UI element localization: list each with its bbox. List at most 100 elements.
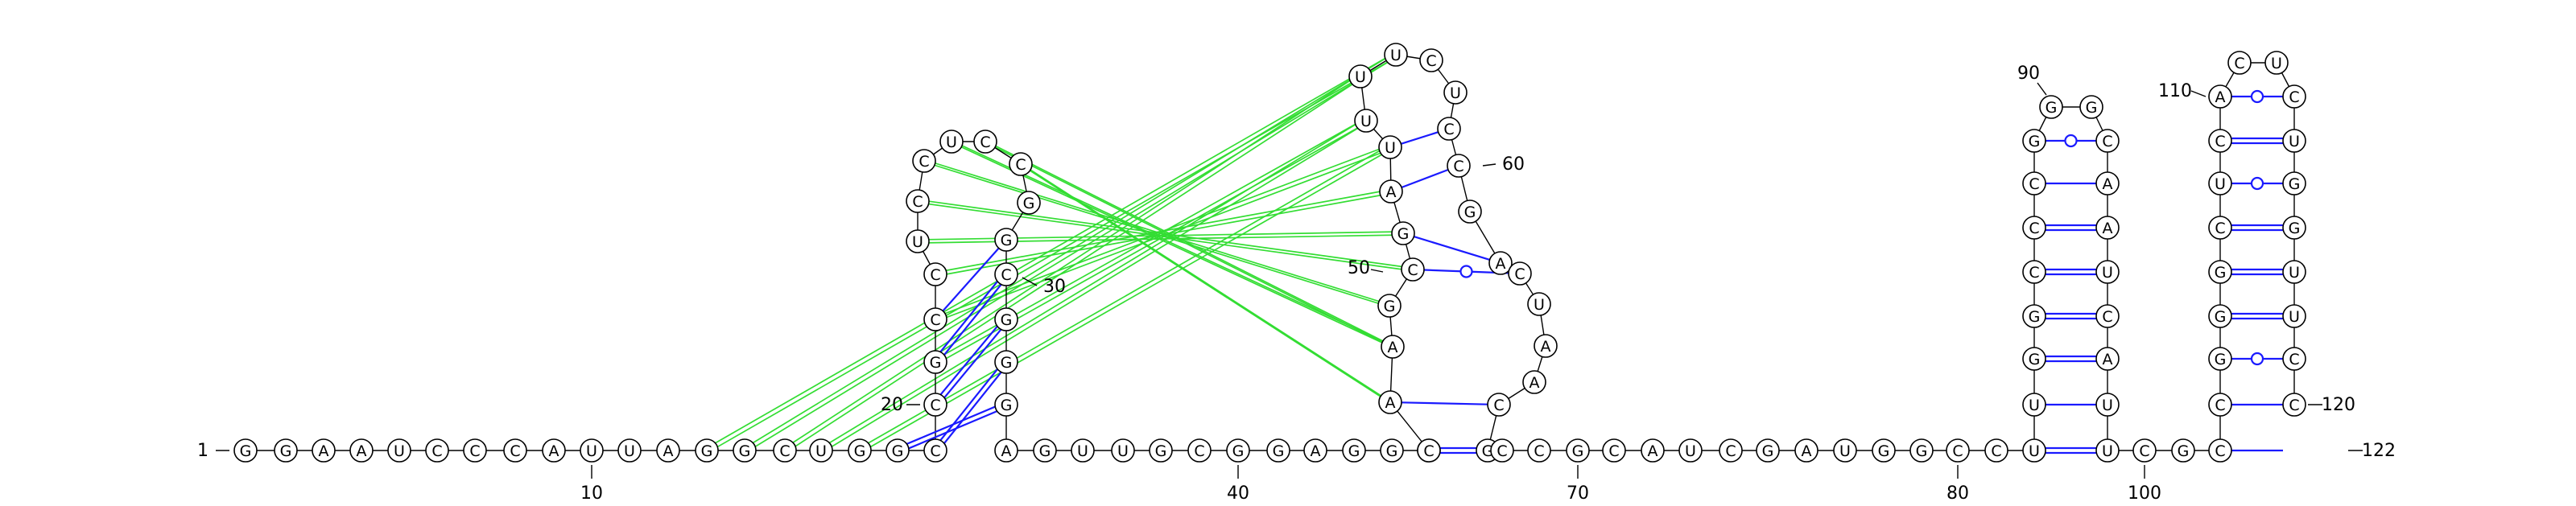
nucleotide: U [1071, 438, 1095, 463]
nucleotide-circle [906, 229, 930, 253]
nucleotide-circle [425, 438, 449, 463]
nucleotide-circle [1566, 438, 1590, 463]
position-tick [2037, 82, 2047, 96]
nucleotide: U [2022, 438, 2046, 463]
pseudoknot-line [861, 148, 1393, 453]
nucleotide-circle [2208, 304, 2232, 328]
nucleotide-circle [349, 438, 374, 463]
nucleotide-letter: C [1496, 442, 1507, 460]
base-pair-line [1414, 236, 1490, 261]
nucleotide-letter: C [2289, 397, 2299, 414]
nucleotide-letter: G [2215, 351, 2227, 368]
nucleotide: C [1401, 257, 1425, 282]
nucleotide: G [1566, 438, 1590, 463]
nucleotide-circle [1527, 292, 1551, 316]
nucleotide: U [1678, 438, 1703, 463]
nucleotide: U [2282, 260, 2306, 284]
nucleotide-letter: C [510, 442, 520, 460]
nucleotide: G [695, 438, 719, 463]
nucleotide-circle [1833, 438, 1857, 463]
nucleotide-circle [2095, 171, 2120, 195]
nucleotide-circle [1641, 438, 1665, 463]
nucleotide-circle [1303, 438, 1327, 463]
nucleotide: A [1303, 438, 1327, 463]
nucleotide-letter: G [1023, 195, 1035, 212]
nucleotide: G [2022, 304, 2046, 328]
nucleotide: A [542, 438, 566, 463]
nucleotide-letter: G [240, 442, 252, 460]
nucleotide-letter: C [2102, 308, 2112, 326]
nucleotide: U [2095, 393, 2120, 417]
nucleotide: G [2022, 129, 2046, 153]
nucleotide: G [2208, 260, 2232, 284]
nucleotide-letter: G [1273, 442, 1285, 460]
nucleotide-letter: C [2215, 133, 2225, 150]
nucleotide-circle [923, 393, 947, 417]
nucleotide: C [1487, 393, 1511, 417]
nucleotide: G [994, 307, 1018, 331]
nucleotide-circle [2022, 347, 2046, 371]
nucleotide: A [2208, 84, 2232, 109]
nucleotide-letter: G [1464, 204, 1476, 221]
nucleotide-letter: C [1443, 121, 1454, 138]
nucleotide-letter: A [2215, 88, 2226, 106]
nucleotide-circle [2039, 95, 2063, 119]
nucleotide-letter: G [1572, 442, 1584, 460]
nucleotide-letter: C [2029, 220, 2039, 237]
nucleotide-circle [1417, 438, 1441, 463]
nucleotide: C [1946, 438, 1970, 463]
nucleotide-circle [2208, 84, 2232, 109]
position-tick [2190, 90, 2207, 97]
nucleotide: G [886, 438, 910, 463]
nucleotide: G [1458, 200, 1482, 224]
nucleotide: G [233, 438, 258, 463]
nucleotide-circle [1909, 438, 1934, 463]
nucleotide-letter: C [1194, 442, 1204, 460]
nucleotide-circle [617, 438, 642, 463]
nucleotide-letter: G [1386, 442, 1398, 460]
nucleotide-circle [1342, 438, 1366, 463]
nucleotide: A [2095, 347, 2120, 371]
nucleotide-letter: C [469, 442, 480, 460]
nucleotide-letter: C [2102, 133, 2112, 150]
position-label: 122 [2362, 441, 2396, 461]
nucleotide-circle [809, 438, 833, 463]
base-pair-line [906, 405, 996, 445]
nucleotide: C [1417, 438, 1441, 463]
nucleotide: G [2208, 347, 2232, 371]
wobble-pair-marker [2250, 176, 2264, 191]
nucleotide-circle [1354, 109, 1378, 133]
nucleotide-letter: U [1685, 442, 1696, 460]
nucleotide-circle [1348, 64, 1373, 88]
nucleotide-letter: G [892, 442, 904, 460]
nucleotide-circle [2282, 129, 2306, 153]
pseudoknot-line [952, 142, 1395, 349]
wobble-pair-marker [2064, 134, 2078, 148]
nucleotide: U [1527, 292, 1551, 316]
nucleotide-circle [773, 438, 797, 463]
nucleotide: C [2208, 438, 2232, 463]
nucleotide: U [2022, 393, 2046, 417]
nucleotide-circle [923, 438, 947, 463]
pseudoknot-line [986, 142, 1395, 349]
nucleotide-letter: A [1386, 183, 1397, 201]
nucleotide-letter: U [1077, 442, 1088, 460]
position-label: 60 [1502, 154, 1525, 175]
nucleotide-circle [2208, 171, 2232, 195]
nucleotide-letter: G [2215, 264, 2227, 282]
nucleotide: A [1379, 179, 1403, 204]
nucleotide: G [1017, 191, 1041, 215]
nucleotide-letter: C [1001, 266, 1011, 284]
pseudoknot-line [819, 118, 1365, 450]
nucleotide: U [387, 438, 411, 463]
nucleotide-letter: A [1496, 255, 1506, 273]
nucleotide: G [1033, 438, 1057, 463]
pseudoknot-line [1018, 162, 1389, 401]
nucleotide: U [2208, 171, 2232, 195]
nucleotide-circle [1984, 438, 2008, 463]
base-pair-line [942, 247, 1000, 312]
nucleotide-circle [1522, 370, 1546, 394]
nucleotide: G [1377, 294, 1402, 318]
